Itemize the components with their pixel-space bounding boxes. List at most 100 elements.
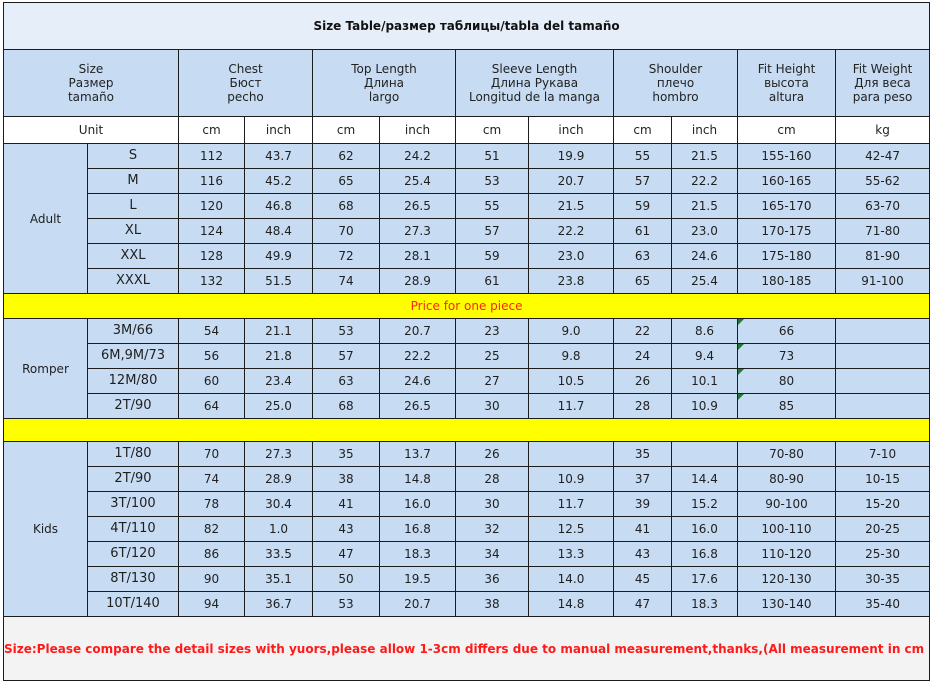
separator-band: Price for one piece bbox=[2, 293, 931, 319]
sleeve-in-cell: 20.7 bbox=[528, 168, 614, 194]
kids-row: 4T/110 82 1.0 43 16.8 32 12.5 41 16.0 100-110 20-2… bbox=[4, 516, 931, 542]
len-cm-cell: 43 bbox=[312, 516, 380, 542]
height-cell: 130-140 bbox=[737, 591, 836, 617]
unit-sleeve-cm: cm bbox=[455, 116, 529, 144]
chest-in-cell: 21.1 bbox=[244, 318, 313, 344]
height-cell: 80-90 bbox=[737, 466, 836, 492]
sleeve-cm-cell: 55 bbox=[455, 193, 529, 219]
unit-chest-cm: cm bbox=[178, 116, 245, 144]
kids-group-label: Kids bbox=[3, 441, 88, 617]
len-in-cell: 20.7 bbox=[379, 591, 456, 617]
size-cell: 2T/90 bbox=[87, 393, 179, 419]
shoulder-in-cell: 21.5 bbox=[671, 193, 738, 219]
len-in-cell: 22.2 bbox=[379, 343, 456, 369]
len-in-cell: 26.5 bbox=[379, 393, 456, 419]
len-in-cell: 27.3 bbox=[379, 218, 456, 244]
chest-cm-cell: 56 bbox=[178, 343, 245, 369]
sleeve-in-cell: 14.0 bbox=[528, 566, 614, 592]
weight-cell: 81-90 bbox=[834, 243, 931, 269]
sleeve-cm-cell: 25 bbox=[455, 343, 529, 369]
shoulder-in-cell: 10.1 bbox=[671, 368, 738, 394]
shoulder-in-cell bbox=[671, 441, 738, 467]
shoulder-cm-cell: 28 bbox=[613, 393, 672, 419]
chest-in-cell: 27.3 bbox=[244, 441, 313, 467]
sleeve-cm-cell: 38 bbox=[455, 591, 529, 617]
chest-cm-cell: 112 bbox=[178, 143, 245, 169]
len-in-cell: 26.5 bbox=[379, 193, 456, 219]
shoulder-cm-cell: 39 bbox=[613, 491, 672, 517]
unit-height-cm: cm bbox=[737, 116, 836, 144]
size-cell: 12M/80 bbox=[87, 368, 179, 394]
height-cell: 155-160 bbox=[737, 143, 836, 169]
kids-row: 8T/130 90 35.1 50 19.5 36 14.0 45 17.6 120-130 30-… bbox=[4, 566, 931, 592]
len-in-cell: 24.6 bbox=[379, 368, 456, 394]
len-in-cell: 25.4 bbox=[379, 168, 456, 194]
shoulder-in-cell: 16.8 bbox=[671, 541, 738, 567]
weight-cell: 20-25 bbox=[834, 516, 931, 542]
shoulder-in-cell: 23.0 bbox=[671, 218, 738, 244]
height-cell: 170-175 bbox=[737, 218, 836, 244]
weight-cell: 10-15 bbox=[834, 466, 931, 492]
len-in-cell: 16.8 bbox=[379, 516, 456, 542]
sleeve-in-cell: 19.9 bbox=[528, 143, 614, 169]
sleeve-cm-cell: 53 bbox=[455, 168, 529, 194]
height-cell: 85 bbox=[737, 393, 836, 419]
shoulder-cm-cell: 65 bbox=[613, 268, 672, 294]
unit-sleeve-inch: inch bbox=[528, 116, 614, 144]
chest-cm-cell: 128 bbox=[178, 243, 245, 269]
size-cell: 1T/80 bbox=[87, 441, 179, 467]
len-cm-cell: 47 bbox=[312, 541, 380, 567]
size-cell: 3T/100 bbox=[87, 491, 179, 517]
size-cell: S bbox=[87, 143, 179, 169]
header-chest: Chest Бюст pecho bbox=[178, 49, 313, 117]
size-table: Size Table/размер таблицы/tabla del tama… bbox=[2, 2, 931, 681]
weight-cell: 71-80 bbox=[834, 218, 931, 244]
sleeve-cm-cell: 23 bbox=[455, 318, 529, 344]
height-cell: 70-80 bbox=[737, 441, 836, 467]
sleeve-cm-cell: 32 bbox=[455, 516, 529, 542]
chest-in-cell: 28.9 bbox=[244, 466, 313, 492]
sleeve-in-cell: 22.2 bbox=[528, 218, 614, 244]
header-fit-height: Fit Height высота altura bbox=[737, 49, 836, 117]
height-cell: 110-120 bbox=[737, 541, 836, 567]
len-cm-cell: 50 bbox=[312, 566, 380, 592]
shoulder-in-cell: 24.6 bbox=[671, 243, 738, 269]
unit-length-cm: cm bbox=[312, 116, 380, 144]
len-in-cell: 13.7 bbox=[379, 441, 456, 467]
shoulder-cm-cell: 57 bbox=[613, 168, 672, 194]
weight-cell: 25-30 bbox=[834, 541, 931, 567]
weight-cell bbox=[834, 343, 931, 369]
sleeve-cm-cell: 28 bbox=[455, 466, 529, 492]
size-cell: 3M/66 bbox=[87, 318, 179, 344]
shoulder-in-cell: 25.4 bbox=[671, 268, 738, 294]
weight-cell: 35-40 bbox=[834, 591, 931, 617]
shoulder-in-cell: 8.6 bbox=[671, 318, 738, 344]
separator-band bbox=[2, 418, 931, 442]
len-in-cell: 18.3 bbox=[379, 541, 456, 567]
romper-row: 6M,9M/73 56 21.8 57 22.2 25 9.8 24 9.4 73 bbox=[4, 343, 931, 369]
shoulder-in-cell: 18.3 bbox=[671, 591, 738, 617]
weight-cell bbox=[834, 368, 931, 394]
shoulder-in-cell: 16.0 bbox=[671, 516, 738, 542]
chest-in-cell: 36.7 bbox=[244, 591, 313, 617]
chest-in-cell: 49.9 bbox=[244, 243, 313, 269]
adult-row: XXXL 132 51.5 74 28.9 61 23.8 65 25.4 180-185 91-1… bbox=[4, 268, 931, 294]
size-cell: XL bbox=[87, 218, 179, 244]
price-note-band: Price for one piece bbox=[2, 293, 931, 319]
chest-cm-cell: 78 bbox=[178, 491, 245, 517]
height-cell: 73 bbox=[737, 343, 836, 369]
size-cell: 6M,9M/73 bbox=[87, 343, 179, 369]
shoulder-in-cell: 21.5 bbox=[671, 143, 738, 169]
size-cell: 2T/90 bbox=[87, 466, 179, 492]
adult-row: L 120 46.8 68 26.5 55 21.5 59 21.5 165-170 63-70 bbox=[4, 193, 931, 219]
len-cm-cell: 53 bbox=[312, 591, 380, 617]
chest-cm-cell: 82 bbox=[178, 516, 245, 542]
chest-cm-cell: 116 bbox=[178, 168, 245, 194]
chest-in-cell: 35.1 bbox=[244, 566, 313, 592]
kids-row: 3T/100 78 30.4 41 16.0 30 11.7 39 15.2 90-100 15-2… bbox=[4, 491, 931, 517]
footnote: Size:Please compare the detail sizes wit… bbox=[2, 616, 931, 681]
header-size: Size Размер tamaño bbox=[3, 49, 179, 117]
unit-shoulder-cm: cm bbox=[613, 116, 672, 144]
adult-row: Adult S 112 43.7 62 24.2 51 19.9 55 21.5 155-160 42… bbox=[3, 143, 931, 294]
